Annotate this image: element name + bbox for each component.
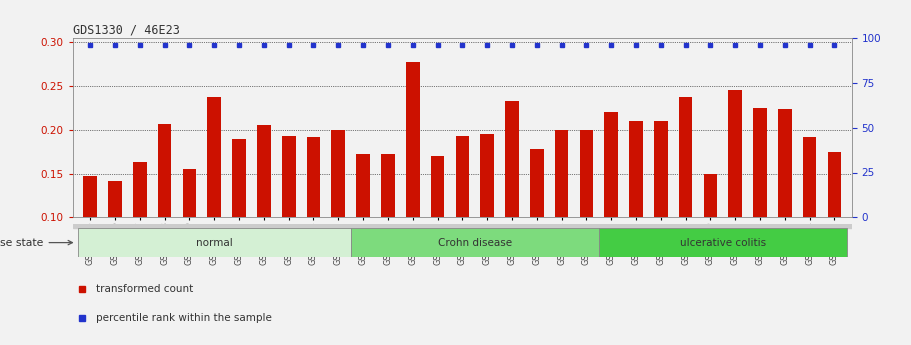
- Bar: [630, 121, 643, 217]
- Text: Crohn disease: Crohn disease: [437, 238, 512, 248]
- Bar: [406, 61, 420, 217]
- Bar: [753, 108, 767, 217]
- Bar: [232, 139, 246, 217]
- Bar: [803, 137, 816, 217]
- Bar: [108, 181, 122, 217]
- Bar: [281, 136, 295, 217]
- Bar: [257, 126, 271, 217]
- Bar: [307, 137, 321, 217]
- Bar: [431, 156, 445, 217]
- Bar: [77, 228, 351, 257]
- Bar: [381, 154, 394, 217]
- Bar: [654, 121, 668, 217]
- Bar: [555, 130, 568, 217]
- Bar: [158, 124, 171, 217]
- Bar: [579, 130, 593, 217]
- Text: percentile rank within the sample: percentile rank within the sample: [97, 313, 272, 323]
- Bar: [356, 154, 370, 217]
- Bar: [351, 228, 599, 257]
- Text: GDS1330 / 46E23: GDS1330 / 46E23: [73, 24, 179, 37]
- Text: disease state: disease state: [0, 238, 73, 248]
- Bar: [480, 134, 494, 217]
- Bar: [84, 176, 97, 217]
- Bar: [182, 169, 196, 217]
- Bar: [778, 109, 792, 217]
- Bar: [604, 112, 618, 217]
- Bar: [332, 130, 345, 217]
- Bar: [729, 90, 742, 217]
- Bar: [530, 149, 544, 217]
- Bar: [599, 228, 847, 257]
- Bar: [679, 97, 692, 217]
- Text: ulcerative colitis: ulcerative colitis: [680, 238, 766, 248]
- Bar: [703, 174, 717, 217]
- Bar: [208, 97, 221, 217]
- Text: transformed count: transformed count: [97, 284, 194, 294]
- Bar: [827, 152, 841, 217]
- Bar: [456, 136, 469, 217]
- Text: normal: normal: [196, 238, 232, 248]
- Bar: [73, 224, 852, 228]
- Bar: [133, 162, 147, 217]
- Bar: [505, 101, 518, 217]
